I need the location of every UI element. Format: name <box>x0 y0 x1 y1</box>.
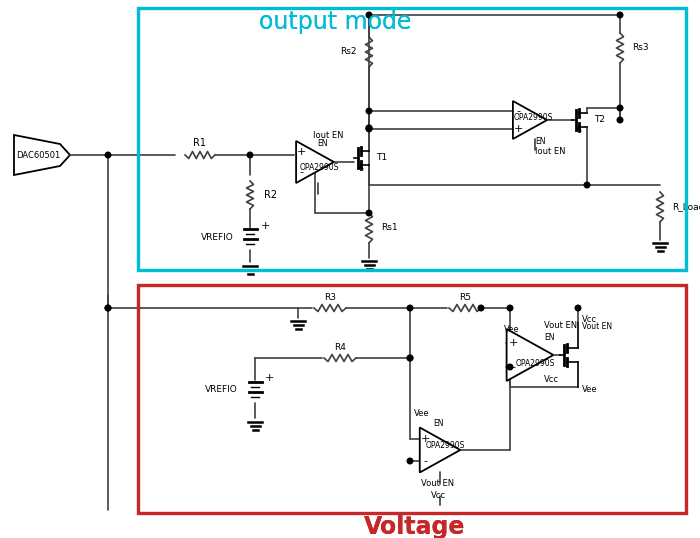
Text: Vee: Vee <box>504 324 520 334</box>
Text: EN: EN <box>544 332 554 342</box>
Circle shape <box>584 182 590 188</box>
Circle shape <box>617 12 623 18</box>
Text: R2: R2 <box>264 190 277 200</box>
Text: -: - <box>516 106 520 116</box>
Text: T2: T2 <box>594 116 605 124</box>
Text: OPA2990S: OPA2990S <box>513 114 553 123</box>
Circle shape <box>105 305 111 311</box>
Text: VREFIO: VREFIO <box>205 386 238 394</box>
Text: OPA2990S: OPA2990S <box>300 164 339 173</box>
Text: R3: R3 <box>324 294 336 302</box>
Text: +: + <box>296 147 306 157</box>
Text: R5: R5 <box>459 294 471 302</box>
Text: output mode: output mode <box>259 10 411 34</box>
Circle shape <box>366 108 372 114</box>
Circle shape <box>407 305 413 311</box>
Text: EN: EN <box>535 138 545 146</box>
Text: Iout EN: Iout EN <box>313 131 344 139</box>
Text: -: - <box>511 362 515 372</box>
Bar <box>138 285 686 513</box>
Circle shape <box>407 458 413 464</box>
Text: -: - <box>423 456 427 466</box>
Circle shape <box>247 152 253 158</box>
Circle shape <box>366 125 372 131</box>
Text: R4: R4 <box>334 343 346 352</box>
Circle shape <box>366 125 372 131</box>
Circle shape <box>478 305 484 311</box>
Circle shape <box>617 117 623 123</box>
Circle shape <box>617 105 623 111</box>
Polygon shape <box>14 135 70 175</box>
Text: T1: T1 <box>376 153 387 162</box>
Circle shape <box>105 305 111 311</box>
Bar <box>138 285 686 513</box>
Text: Vee: Vee <box>582 386 598 394</box>
Text: Rs2: Rs2 <box>340 47 357 56</box>
Text: +: + <box>420 434 430 444</box>
Text: output mode: output mode <box>259 10 411 34</box>
Text: Rs3: Rs3 <box>632 44 649 53</box>
Text: +: + <box>508 338 518 348</box>
Text: Iout EN: Iout EN <box>535 147 566 157</box>
Circle shape <box>575 305 581 311</box>
Text: Vout EN: Vout EN <box>544 321 577 329</box>
Polygon shape <box>296 141 334 183</box>
Text: EN: EN <box>317 139 328 148</box>
Text: OPA2990S: OPA2990S <box>515 358 554 367</box>
Polygon shape <box>513 101 547 139</box>
Polygon shape <box>420 428 461 472</box>
Circle shape <box>366 210 372 216</box>
Text: +: + <box>265 373 274 383</box>
Text: Voltage: Voltage <box>364 515 466 538</box>
Text: Voltage: Voltage <box>364 515 466 538</box>
Circle shape <box>366 126 372 132</box>
Bar <box>138 8 686 270</box>
Circle shape <box>105 152 111 158</box>
Text: EN: EN <box>433 420 443 428</box>
Circle shape <box>407 355 413 361</box>
Text: Vout EN: Vout EN <box>421 479 454 489</box>
Circle shape <box>407 355 413 361</box>
Text: Vee: Vee <box>414 409 430 419</box>
Text: +: + <box>513 124 523 134</box>
Text: Vcc: Vcc <box>544 376 559 385</box>
Text: +: + <box>261 221 270 231</box>
Circle shape <box>508 305 513 311</box>
Text: VREFIO: VREFIO <box>202 232 234 242</box>
Circle shape <box>366 12 372 18</box>
Bar <box>138 8 686 270</box>
Text: Vout EN: Vout EN <box>582 322 612 331</box>
Text: R_Load: R_Load <box>672 202 700 211</box>
Text: Vcc: Vcc <box>430 492 445 500</box>
Polygon shape <box>507 329 554 381</box>
Text: R1: R1 <box>193 138 206 148</box>
Text: OPA2990S: OPA2990S <box>426 441 465 450</box>
Text: Rs1: Rs1 <box>381 223 398 232</box>
Text: -: - <box>299 167 303 177</box>
Text: Vcc: Vcc <box>582 315 597 324</box>
Text: DAC60501: DAC60501 <box>16 151 60 159</box>
Circle shape <box>508 364 513 370</box>
